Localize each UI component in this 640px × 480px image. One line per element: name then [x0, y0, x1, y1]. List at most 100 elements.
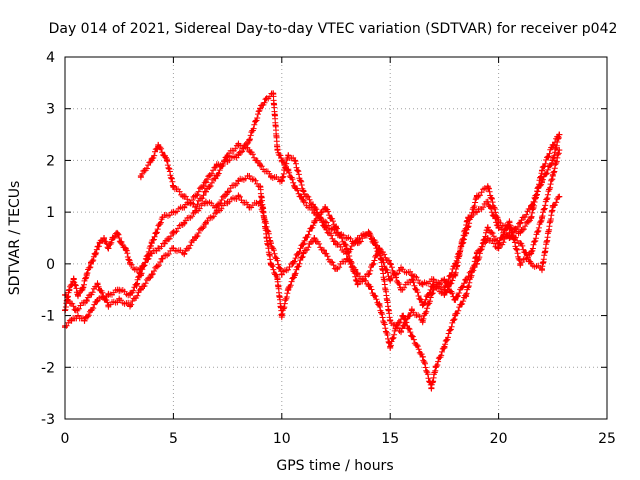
data-point: [400, 312, 407, 319]
data-point: [463, 291, 470, 298]
data-point: [92, 250, 99, 257]
data-point: [398, 286, 405, 293]
data-point: [387, 276, 394, 283]
data-point: [538, 266, 545, 273]
data-point: [153, 229, 160, 236]
data-point: [408, 333, 415, 340]
data-point: [291, 157, 298, 164]
data-point: [96, 240, 103, 247]
data-point: [159, 255, 166, 262]
data-point: [473, 260, 480, 267]
data-point: [376, 302, 383, 309]
data-point: [267, 172, 274, 179]
data-point: [235, 141, 242, 148]
data-point: [517, 240, 524, 247]
data-point: [278, 157, 285, 164]
data-point: [105, 291, 112, 298]
data-point: [66, 286, 73, 293]
data-point: [274, 276, 281, 283]
data-point: [484, 224, 491, 231]
data-point: [428, 384, 435, 391]
data-point: [161, 240, 168, 247]
data-point: [343, 245, 350, 252]
data-point: [155, 245, 162, 252]
y-tick-label: -2: [41, 360, 55, 376]
data-point: [285, 167, 292, 174]
data-point: [549, 141, 556, 148]
data-point: [495, 240, 502, 247]
x-tick-label: 10: [273, 431, 291, 447]
data-point: [257, 198, 264, 205]
data-point: [246, 172, 253, 179]
data-point: [333, 266, 339, 273]
data-point: [148, 157, 155, 164]
data-point: [419, 302, 426, 309]
data-point: [452, 271, 459, 278]
data-point: [257, 162, 264, 169]
data-point: [127, 260, 134, 267]
x-tick-label: 25: [598, 431, 616, 447]
data-point: [408, 276, 415, 283]
data-point: [517, 260, 524, 267]
data-point: [419, 317, 426, 324]
data-point: [105, 245, 112, 252]
data-point: [235, 193, 242, 200]
data-point: [311, 235, 318, 241]
data-point: [72, 307, 79, 314]
data-point: [408, 307, 415, 314]
data-point: [278, 271, 285, 278]
data-point: [517, 219, 524, 226]
data-point: [322, 250, 329, 257]
data-point: [181, 250, 188, 257]
data-point: [538, 214, 545, 221]
x-tick-label: 0: [61, 431, 70, 447]
y-tick-label: 3: [46, 102, 55, 118]
data-point: [137, 266, 144, 273]
data-point: [224, 152, 231, 159]
data-point: [70, 276, 77, 283]
data-point: [441, 343, 448, 350]
data-point: [538, 178, 545, 185]
data-point: [538, 167, 545, 174]
data-point: [419, 353, 426, 360]
data-point: [333, 224, 339, 231]
data-point: [322, 224, 329, 231]
data-point: [419, 281, 426, 288]
data-point: [549, 172, 556, 179]
plot-frame: [64, 56, 608, 420]
data-point: [257, 105, 264, 112]
y-tick-label: 2: [46, 153, 55, 169]
data-point: [354, 281, 361, 288]
data-point: [528, 203, 535, 210]
data-point: [300, 240, 307, 247]
data-point: [263, 95, 270, 102]
data-point: [192, 235, 199, 241]
data-point: [452, 297, 459, 304]
y-tick-label: 1: [46, 205, 55, 221]
data-point: [506, 219, 513, 226]
data-point: [94, 297, 101, 304]
data-point: [181, 193, 188, 200]
data-point: [163, 157, 170, 164]
x-tick-label: 5: [169, 431, 178, 447]
data-point: [274, 147, 281, 154]
data-point: [202, 188, 209, 195]
data-point: [528, 214, 535, 221]
data-point: [83, 271, 90, 278]
data-point: [458, 240, 465, 247]
data-point: [224, 198, 231, 205]
data-point: [246, 147, 253, 154]
data-point: [116, 286, 123, 293]
data-point: [75, 312, 82, 319]
data-point: [155, 141, 162, 148]
data-point: [202, 198, 209, 205]
data-point: [88, 307, 95, 314]
data-point: [192, 209, 199, 216]
data-point: [148, 240, 155, 247]
data-point: [170, 229, 177, 236]
data-point: [441, 276, 448, 283]
data-layer: [62, 90, 563, 392]
data-point: [495, 224, 502, 231]
data-point: [398, 328, 405, 335]
data-point: [333, 240, 339, 247]
